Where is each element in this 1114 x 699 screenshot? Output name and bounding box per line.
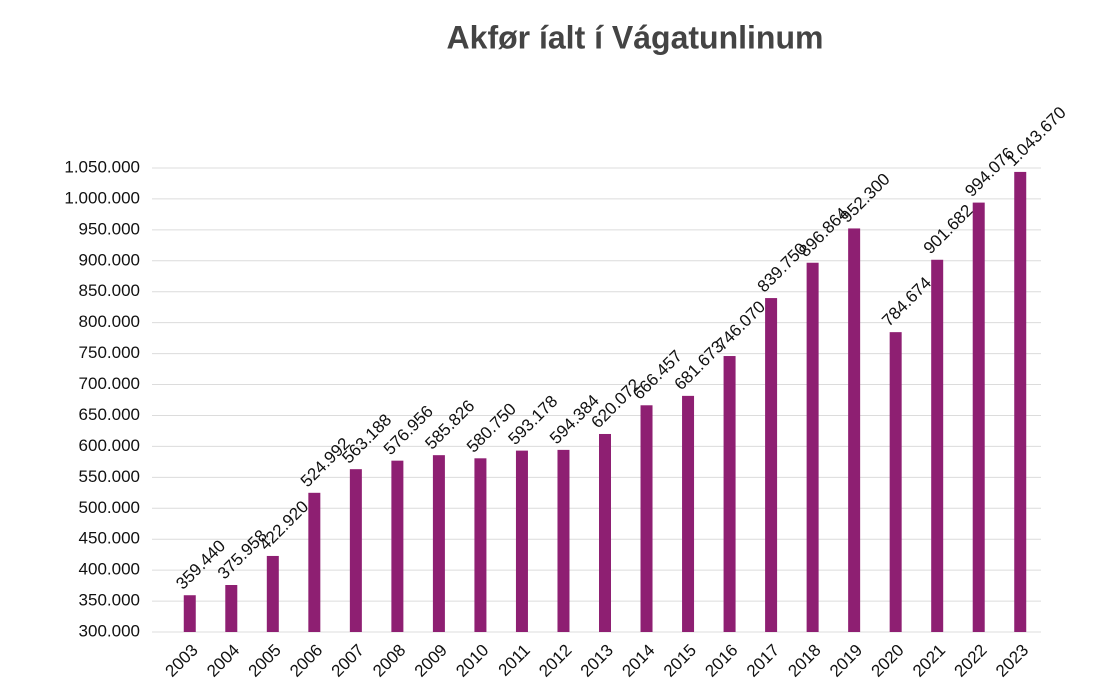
- x-tick-label: 2022: [951, 641, 991, 681]
- bar: [391, 460, 404, 632]
- x-tick-label: 2006: [286, 641, 326, 681]
- x-tick-label: 2011: [495, 641, 534, 680]
- bar: [972, 202, 985, 632]
- x-tick-label: 2007: [328, 641, 368, 681]
- x-tick-label: 2016: [701, 641, 741, 681]
- x-tick-label: 2005: [245, 641, 285, 681]
- bar: [931, 259, 944, 632]
- x-tick-label: 2019: [826, 641, 866, 681]
- bar: [474, 458, 487, 632]
- x-tick-label: 2021: [909, 641, 949, 681]
- y-tick-label: 1.050.000: [64, 157, 140, 176]
- bar: [183, 595, 196, 632]
- x-tick-label: 2018: [784, 641, 824, 681]
- bar: [225, 585, 238, 632]
- x-tick-label: 2003: [162, 641, 202, 681]
- value-label: 422.920: [255, 497, 312, 554]
- y-tick-label: 700.000: [79, 374, 140, 393]
- bar: [640, 405, 653, 632]
- x-tick-label: 2004: [203, 641, 243, 681]
- bar: [723, 356, 736, 632]
- y-tick-label: 900.000: [79, 250, 140, 269]
- bar: [308, 492, 321, 632]
- bar: [432, 455, 445, 632]
- y-tick-label: 950.000: [79, 219, 140, 238]
- x-tick-label: 2015: [660, 641, 700, 681]
- y-tick-label: 450.000: [79, 529, 140, 548]
- y-tick-label: 1.000.000: [64, 188, 140, 207]
- bar: [806, 262, 819, 632]
- y-tick-label: 650.000: [79, 405, 140, 424]
- y-tick-label: 550.000: [79, 467, 140, 486]
- x-tick-label: 2013: [577, 641, 617, 681]
- y-tick-label: 750.000: [79, 343, 140, 362]
- y-tick-label: 600.000: [79, 436, 140, 455]
- value-label: 952.300: [837, 170, 894, 227]
- bar: [349, 469, 362, 632]
- value-label: 1.043.670: [1003, 103, 1070, 170]
- bar: [889, 332, 902, 632]
- bar: [266, 555, 279, 632]
- bar: [848, 228, 861, 633]
- x-tick-label: 2009: [411, 641, 451, 681]
- bar: [515, 450, 528, 632]
- bar: [1014, 171, 1027, 633]
- bar: [682, 395, 695, 632]
- value-label: 746.070: [712, 297, 769, 354]
- x-tick-label: 2023: [992, 641, 1032, 681]
- bar: [599, 433, 611, 632]
- x-tick-label: 2012: [535, 641, 575, 681]
- chart-title: Akfør íalt í Vágatunlinum: [447, 19, 824, 55]
- x-tick-label: 2017: [743, 641, 783, 681]
- value-label: 901.682: [920, 201, 977, 258]
- y-tick-label: 800.000: [79, 312, 140, 331]
- x-tick-label: 2020: [867, 641, 907, 681]
- y-tick-label: 850.000: [79, 281, 140, 300]
- y-tick-label: 350.000: [79, 591, 140, 610]
- bar: [557, 449, 570, 632]
- x-tick-label: 2008: [369, 641, 409, 681]
- x-tick-label: 2014: [618, 641, 658, 681]
- y-tick-label: 300.000: [79, 621, 140, 640]
- value-label: 524.992: [297, 434, 354, 491]
- value-label: 784.674: [878, 273, 935, 330]
- y-tick-label: 400.000: [79, 560, 140, 579]
- bar: [765, 298, 778, 632]
- x-tick-label: 2010: [452, 641, 492, 681]
- y-tick-label: 500.000: [79, 498, 140, 517]
